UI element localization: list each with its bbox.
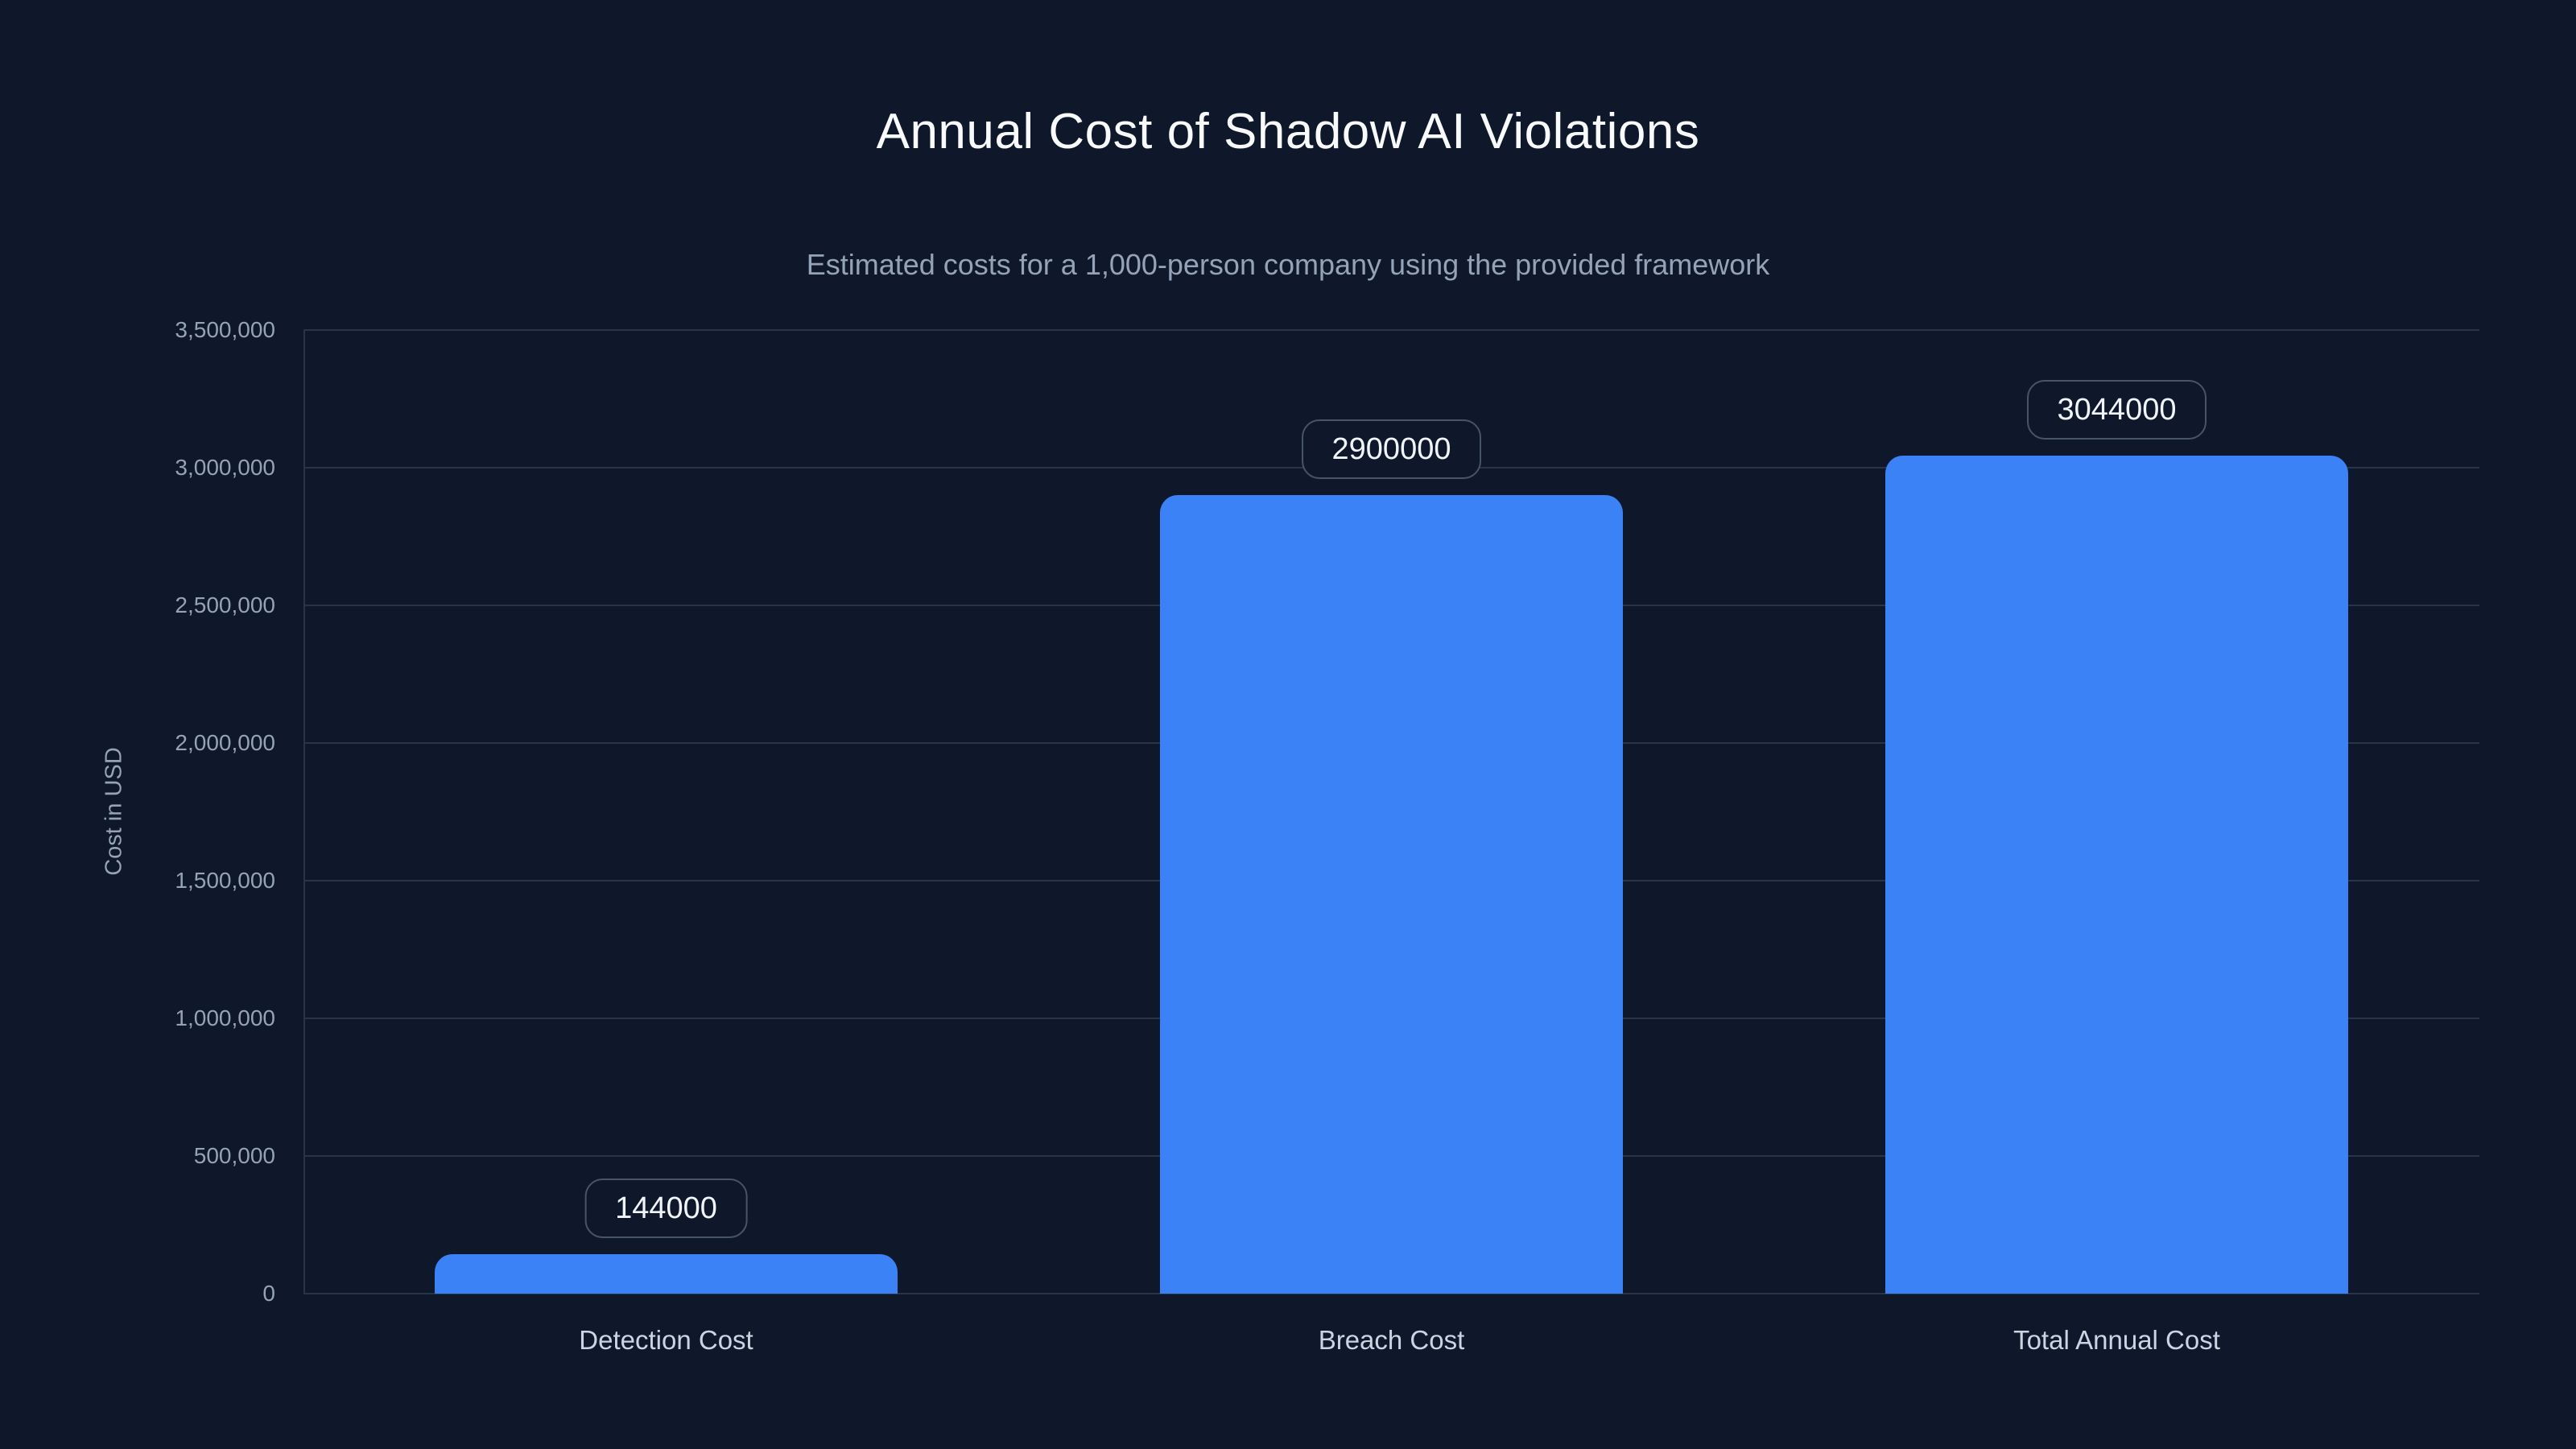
bar-value-badge: 3044000	[2026, 379, 2207, 440]
y-tick-label: 1,000,000	[175, 1005, 275, 1030]
chart-title: Annual Cost of Shadow AI Violations	[876, 104, 1700, 159]
bar-value-badge: 2900000	[1301, 419, 1482, 480]
y-tick-label: 500,000	[193, 1143, 275, 1168]
y-tick-label: 3,000,000	[175, 455, 275, 480]
bar	[1885, 455, 2348, 1294]
y-tick-label: 2,500,000	[175, 592, 275, 617]
y-tick-label: 2,000,000	[175, 730, 275, 755]
x-axis-baseline	[303, 1293, 2479, 1294]
bar	[1160, 495, 1623, 1294]
y-tick-label: 1,500,000	[175, 868, 275, 893]
x-axis-label: Breach Cost	[1318, 1325, 1465, 1355]
x-axis-label: Detection Cost	[579, 1325, 753, 1355]
chart-subtitle: Estimated costs for a 1,000-person compa…	[806, 248, 1770, 281]
y-axis-line	[303, 330, 305, 1294]
y-axis-title: Cost in USD	[101, 747, 127, 876]
bar-value-badge: 144000	[584, 1178, 748, 1238]
x-axis-label: Total Annual Cost	[2013, 1325, 2220, 1355]
gridline	[303, 329, 2479, 331]
y-tick-label: 0	[262, 1281, 275, 1306]
y-tick-label: 3,500,000	[175, 317, 275, 342]
bar	[435, 1253, 898, 1294]
